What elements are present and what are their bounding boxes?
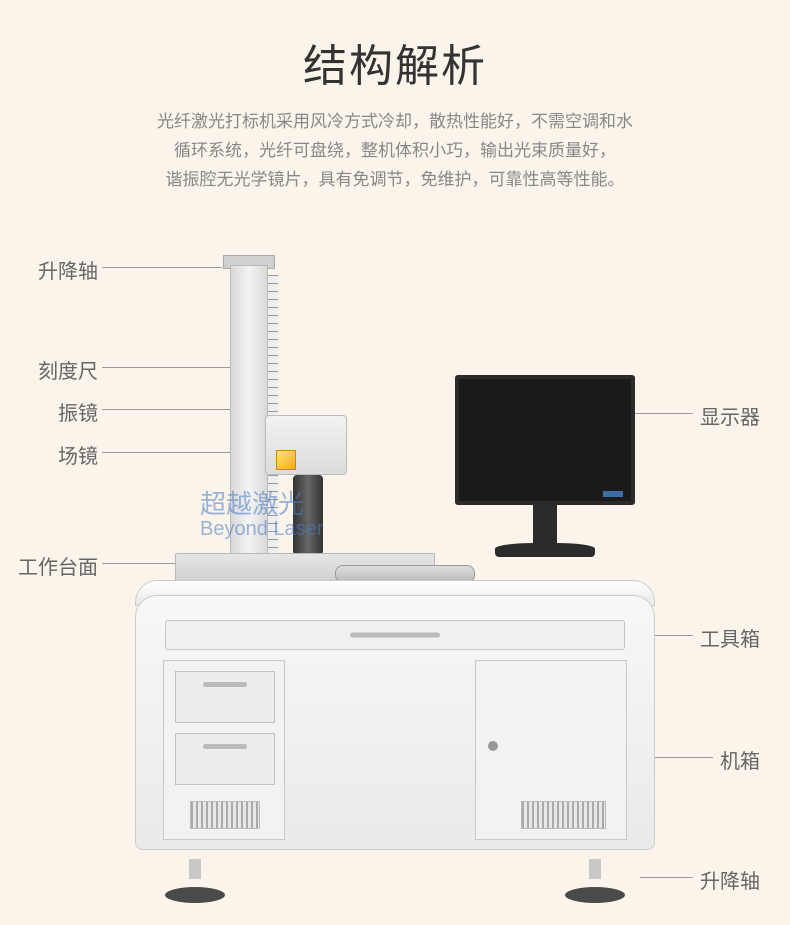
- field-lens: [293, 475, 323, 555]
- label-toolbox: 工具箱: [700, 623, 760, 652]
- desc-line-2: 循环系统，光纤可盘绕，整机体积小巧，输出光束质量好，: [174, 141, 616, 160]
- desc-line-3: 谐振腔无光学镜片，具有免调节，免维护，可靠性高等性能。: [166, 170, 625, 189]
- label-case: 机箱: [720, 745, 760, 774]
- small-drawer-2: [175, 733, 275, 785]
- monitor-base: [495, 543, 595, 557]
- toolbox-drawer: [165, 620, 625, 650]
- label-monitor: 显示器: [700, 401, 760, 430]
- small-drawer-1: [175, 671, 275, 723]
- foot-left: [165, 873, 225, 903]
- vent-left: [190, 801, 260, 829]
- left-drawer-panel: [163, 660, 285, 840]
- label-field-lens: 场镜: [58, 440, 98, 469]
- monitor-screen: [455, 375, 635, 505]
- lift-column: [230, 265, 268, 560]
- structure-diagram: 升降轴 刻度尺 振镜 场镜 工作台面 显示器 工具箱 机箱 升降轴: [0, 205, 790, 925]
- desc-line-1: 光纤激光打标机采用风冷方式冷却，散热性能好，不需空调和水: [157, 112, 633, 131]
- case-lock-icon: [488, 741, 498, 751]
- description: 光纤激光打标机采用风冷方式冷却，散热性能好，不需空调和水 循环系统，光纤可盘绕，…: [0, 94, 790, 195]
- monitor-stand: [533, 505, 557, 545]
- foot-right: [565, 873, 625, 903]
- vent-right: [521, 801, 606, 829]
- label-lift-axis: 升降轴: [38, 255, 98, 284]
- label-lift-axis-foot: 升降轴: [700, 865, 760, 894]
- galvo-head: [265, 415, 347, 475]
- machine-illustration: [135, 265, 655, 885]
- label-galvo: 振镜: [58, 397, 98, 426]
- case-door: [475, 660, 627, 840]
- label-scale-ruler: 刻度尺: [38, 355, 98, 384]
- label-worktable: 工作台面: [18, 551, 98, 580]
- page-title: 结构解析: [0, 0, 790, 94]
